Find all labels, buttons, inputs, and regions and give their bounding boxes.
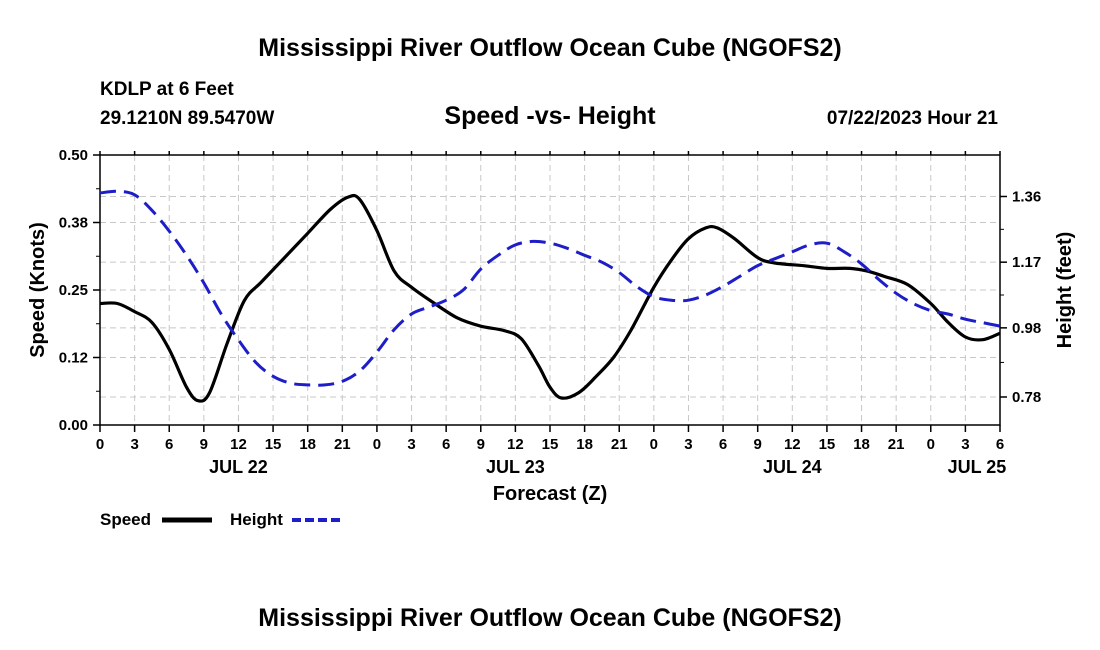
date-label: JUL 22: [209, 457, 268, 477]
y-left-tick-label: 0.00: [59, 417, 88, 434]
y-right-tick-label: 1.36: [1012, 188, 1041, 205]
x-tick-label: 9: [754, 436, 762, 453]
x-tick-label: 12: [230, 436, 247, 453]
y-right-tick-label: 1.17: [1012, 254, 1041, 271]
y-left-tick-label: 0.12: [59, 350, 88, 367]
date-label: JUL 23: [486, 457, 545, 477]
x-tick-label: 0: [650, 436, 658, 453]
x-tick-label: 3: [961, 436, 969, 453]
series-line-speed: [99, 193, 1001, 403]
y-left-tick-label: 0.25: [59, 282, 88, 299]
series-layer: [99, 189, 1001, 403]
x-tick-label: 3: [684, 436, 692, 453]
x-axis-label: Forecast (Z): [493, 483, 607, 505]
x-tick-label: 15: [542, 436, 559, 453]
x-tick-label: 3: [407, 436, 415, 453]
x-tick-label: 21: [611, 436, 628, 453]
plot-frame: [99, 154, 1001, 426]
x-tick-label: 12: [507, 436, 524, 453]
x-tick-label: 0: [373, 436, 381, 453]
x-tick-label: 15: [265, 436, 282, 453]
axis-ticks: 0 3 6 9 12 15 18 21 0 3 6 9 12 15 18 21 0 3 6 9 12 15 18 21 0 3 6 J…: [59, 147, 1041, 477]
x-tick-label: 21: [888, 436, 905, 453]
x-tick-label: 0: [927, 436, 935, 453]
y-right-tick-label: 0.78: [1012, 389, 1041, 406]
legend-height-label: Height: [230, 510, 283, 529]
x-tick-label: 6: [165, 436, 173, 453]
x-tick-label: 18: [853, 436, 870, 453]
chart-title: Mississippi River Outflow Ocean Cube (NG…: [258, 34, 841, 62]
y-right-tick-label: 0.98: [1012, 320, 1041, 337]
x-tick-label: 0: [96, 436, 104, 453]
footer-title: Mississippi River Outflow Ocean Cube (NG…: [258, 604, 841, 632]
x-tick-label: 9: [200, 436, 208, 453]
date-label: JUL 24: [763, 457, 822, 477]
station-label: KDLP at 6 Feet: [100, 79, 234, 100]
series-line-height: [99, 189, 1001, 387]
x-tick-label: 18: [576, 436, 593, 453]
y-axis-right-label: Height (feet): [1054, 232, 1076, 349]
x-tick-label: 12: [784, 436, 801, 453]
x-tick-label: 9: [477, 436, 485, 453]
chart-subtitle: Speed -vs- Height: [444, 102, 656, 130]
x-tick-label: 6: [442, 436, 450, 453]
y-axis-left-label: Speed (Knots): [27, 222, 49, 358]
x-tick-label: 21: [334, 436, 351, 453]
y-left-tick-label: 0.50: [59, 147, 88, 164]
location-label: 29.1210N 89.5470W: [100, 108, 274, 129]
grid-lines: [100, 155, 1000, 425]
x-tick-label: 6: [719, 436, 727, 453]
date-label: JUL 25: [948, 457, 1007, 477]
legend-speed-label: Speed: [100, 510, 151, 529]
x-tick-label: 18: [299, 436, 316, 453]
legend: Speed Height: [100, 510, 342, 529]
forecast-timestamp: 07/22/2023 Hour 21: [827, 108, 999, 129]
x-tick-label: 3: [130, 436, 138, 453]
y-left-tick-label: 0.38: [59, 215, 88, 232]
x-tick-label: 15: [819, 436, 836, 453]
x-tick-label: 6: [996, 436, 1004, 453]
